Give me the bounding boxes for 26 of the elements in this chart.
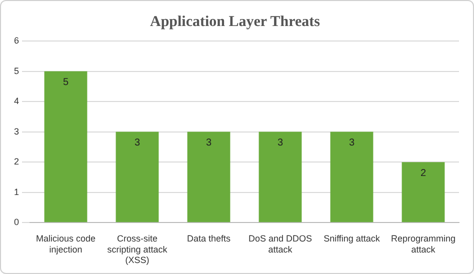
data-label: 3 [134, 138, 140, 149]
x-tick-label: Malicious code injection [36, 233, 96, 254]
x-tick-label: DoS and DDOS attack [248, 233, 312, 254]
bar [258, 132, 302, 222]
chart-title: Application Layer Threats [150, 14, 320, 30]
bar [330, 132, 374, 222]
x-tick-label: Cross-site scripting attack (XSS) [107, 233, 168, 266]
y-tick-label: 3 [14, 126, 20, 136]
bar [402, 162, 445, 222]
bar [187, 132, 230, 222]
x-tick-label: Sniffing attack [324, 233, 380, 244]
bar [44, 71, 88, 222]
bar [116, 132, 159, 222]
data-label: 3 [277, 138, 284, 149]
x-tick-label: Data thefts [186, 233, 232, 244]
y-tick-label: 6 [14, 35, 20, 46]
y-tick-label: 0 [14, 217, 20, 228]
data-label: 5 [62, 77, 69, 88]
y-tick-label: 5 [14, 66, 20, 76]
y-tick-label: 1 [14, 186, 20, 197]
data-label: 3 [348, 138, 355, 149]
data-label: 2 [420, 168, 426, 179]
y-tick-label: 2 [14, 156, 20, 167]
data-label: 3 [206, 138, 212, 149]
x-tick-label: Reprogramming attack [390, 233, 456, 254]
y-tick-label: 4 [14, 96, 20, 106]
